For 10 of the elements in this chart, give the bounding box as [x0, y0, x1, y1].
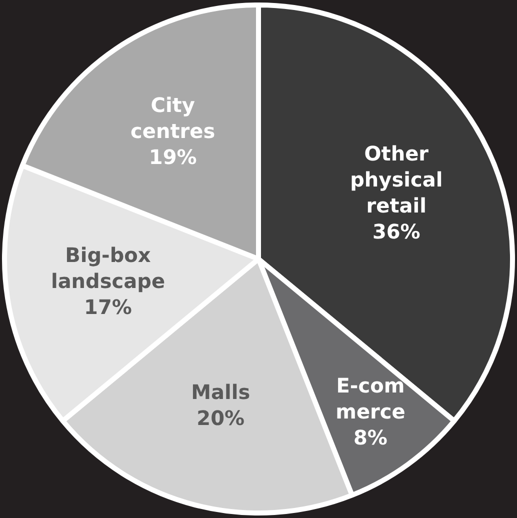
data-label: 8%	[353, 425, 388, 450]
data-label: 19%	[148, 145, 197, 170]
slice-label: City centres	[130, 93, 216, 144]
data-label: 36%	[372, 219, 420, 244]
data-label: 20%	[196, 406, 245, 430]
slice-label: Other physical retail	[350, 141, 443, 218]
slice-label: Big-box landscape	[50, 243, 165, 294]
slice-label: Malls	[191, 380, 250, 404]
slice-label: E-com merce	[336, 373, 406, 424]
data-label: 17%	[84, 295, 132, 320]
